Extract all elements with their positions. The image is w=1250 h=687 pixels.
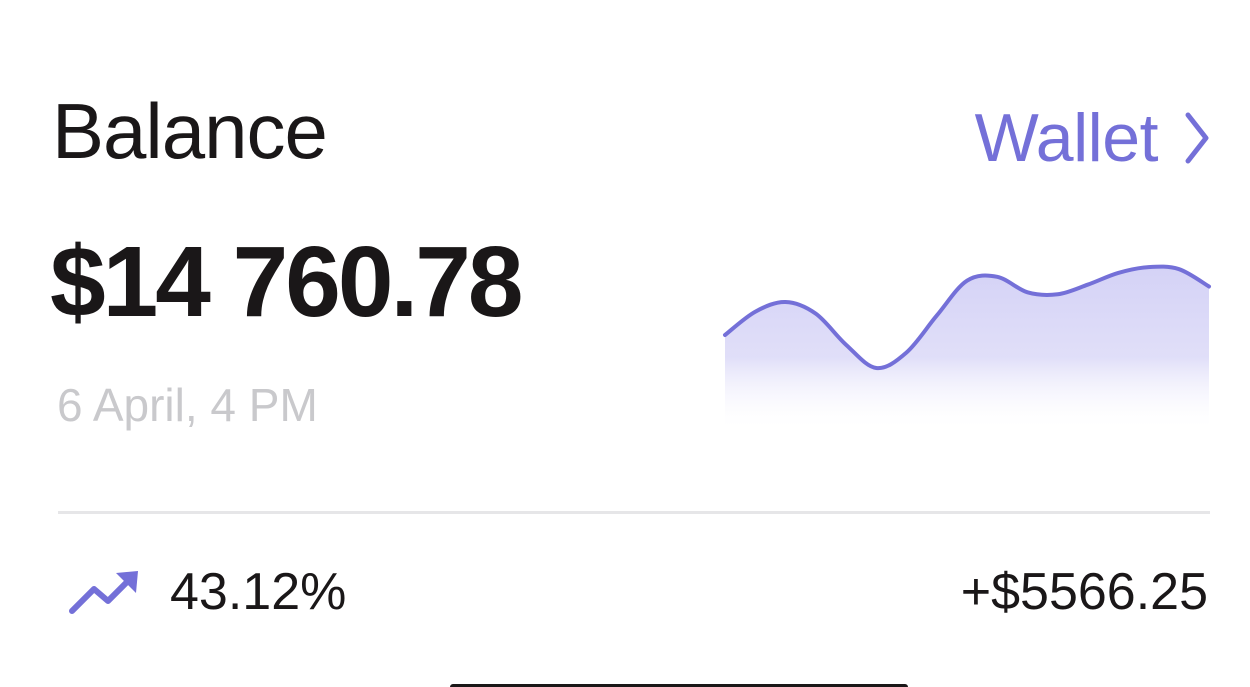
sparkline-area bbox=[725, 266, 1209, 432]
change-percent: 43.12% bbox=[170, 563, 347, 621]
balance-title: Balance bbox=[52, 87, 328, 175]
divider bbox=[58, 511, 1210, 514]
balance-amount: $14 760.78 bbox=[50, 226, 523, 338]
balance-sparkline-chart bbox=[723, 264, 1211, 432]
chevron-right-icon bbox=[1185, 112, 1209, 164]
wallet-link[interactable]: Wallet bbox=[975, 104, 1210, 172]
sparkline-line bbox=[723, 264, 1211, 371]
wallet-link-label: Wallet bbox=[974, 100, 1159, 176]
trending-up-icon bbox=[69, 571, 138, 614]
balance-timestamp: 6 April, 4 PM bbox=[57, 379, 318, 431]
change-amount: +$5566.25 bbox=[960, 563, 1208, 621]
home-indicator[interactable] bbox=[450, 684, 908, 687]
change-summary: 43.12% bbox=[68, 566, 346, 618]
